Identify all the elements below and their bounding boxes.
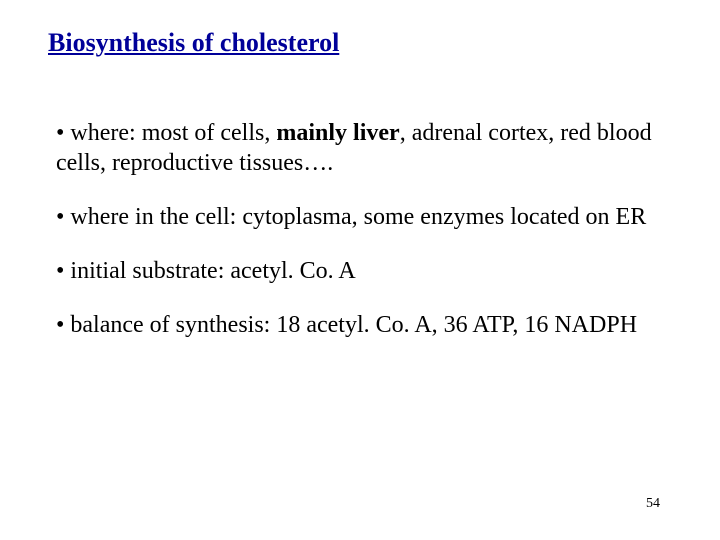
bullet-text-prefix: • balance of synthesis: 18 acetyl. Co. A… (56, 312, 637, 338)
bullet-text-prefix: • where: most of cells, (56, 120, 276, 146)
bullet-text-prefix: • initial substrate: acetyl. Co. A (56, 258, 356, 284)
bullet-item: • initial substrate: acetyl. Co. A (56, 256, 672, 286)
bullet-item: • where: most of cells, mainly liver, ad… (56, 118, 672, 178)
bullet-list: • where: most of cells, mainly liver, ad… (48, 118, 672, 340)
bullet-item: • balance of synthesis: 18 acetyl. Co. A… (56, 310, 672, 340)
bullet-text-bold: mainly liver (276, 120, 399, 146)
page-number: 54 (646, 496, 660, 512)
bullet-item: • where in the cell: cytoplasma, some en… (56, 202, 672, 232)
slide-container: Biosynthesis of cholesterol • where: mos… (0, 0, 720, 540)
bullet-text-prefix: • where in the cell: cytoplasma, some en… (56, 204, 646, 230)
slide-title: Biosynthesis of cholesterol (48, 28, 672, 58)
